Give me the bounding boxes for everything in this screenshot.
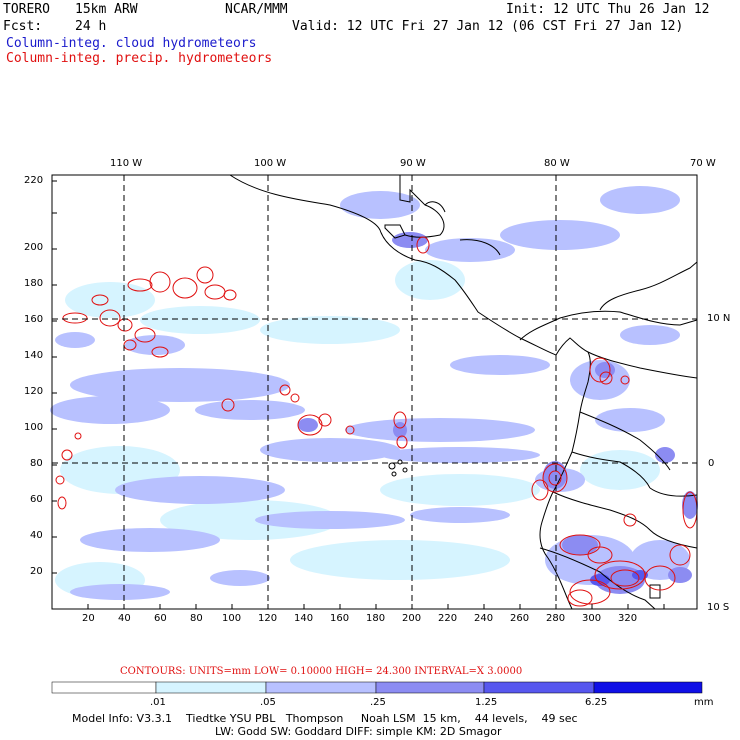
fcst-value: 24 h [75, 19, 107, 34]
y-tick: 120 [24, 386, 44, 397]
x-tick: 320 [618, 613, 638, 624]
x-tick: 180 [366, 613, 386, 624]
colorbar-bin-5 [593, 681, 703, 694]
contour-info: CONTOURS: UNITS=mm LOW= 0.10000 HIGH= 24… [120, 666, 523, 677]
x-tick: 260 [510, 613, 530, 624]
colorbar [51, 681, 703, 694]
model-resolution: 15km ARW [75, 2, 138, 17]
fcst-label: Fcst: [3, 19, 43, 34]
y-tick: 80 [30, 458, 43, 469]
x-tick: 100 [222, 613, 242, 624]
x-tick: 300 [582, 613, 602, 624]
lon-label: 80 W [544, 158, 570, 169]
y-tick: 160 [24, 314, 44, 325]
colorbar-label: .01 [150, 697, 166, 708]
model-name: TORERO [3, 2, 50, 17]
lat-label: 10 S [707, 602, 730, 613]
x-tick: 140 [294, 613, 314, 624]
init-time: Init: 12 UTC Thu 26 Jan 12 [506, 2, 710, 17]
colorbar-bin-4 [483, 681, 595, 694]
y-tick: 140 [24, 350, 44, 361]
colorbar-bin-1 [155, 681, 267, 694]
x-tick: 120 [258, 613, 278, 624]
coastline [229, 174, 698, 610]
x-tick: 160 [330, 613, 350, 624]
graticule [52, 175, 697, 609]
x-tick: 60 [154, 613, 167, 624]
plot-frame [51, 174, 698, 610]
y-tick: 200 [24, 242, 44, 253]
x-tick: 200 [402, 613, 422, 624]
precip-contours [55, 236, 698, 607]
lat-label: 0 [708, 458, 715, 469]
frame-ticks [52, 180, 665, 609]
colorbar-bin-3 [375, 681, 485, 694]
y-tick: 60 [30, 494, 43, 505]
x-tick: 280 [546, 613, 566, 624]
x-tick: 20 [82, 613, 95, 624]
y-tick: 100 [24, 422, 44, 433]
colorbar-unit: mm [694, 697, 714, 708]
lon-label: 110 W [110, 158, 143, 169]
y-tick: 220 [24, 175, 44, 186]
colorbar-bin-2 [265, 681, 377, 694]
y-tick: 40 [30, 530, 43, 541]
model-info-line-1: Model Info: V3.3.1 Tiedtke YSU PBL Thomp… [72, 712, 578, 725]
lat-label: 10 N [707, 313, 731, 324]
precip-legend-line: Column-integ. precip. hydrometeors [6, 51, 273, 66]
x-tick: 240 [474, 613, 494, 624]
lon-label: 70 W [690, 158, 716, 169]
cloud-field-mid [50, 186, 690, 600]
x-tick: 220 [438, 613, 458, 624]
valid-time: Valid: 12 UTC Fri 27 Jan 12 (06 CST Fri … [292, 19, 684, 34]
org-label: NCAR/MMM [225, 2, 288, 17]
colorbar-bin-0 [51, 681, 157, 694]
colorbar-label: .05 [260, 697, 276, 708]
y-tick: 180 [24, 278, 44, 289]
model-info-line-2: LW: Godd SW: Goddard DIFF: simple KM: 2D… [215, 725, 502, 738]
lon-label: 90 W [400, 158, 426, 169]
lon-label: 100 W [254, 158, 287, 169]
colorbar-label: 6.25 [585, 697, 608, 708]
colorbar-label: .25 [370, 697, 386, 708]
x-tick: 40 [118, 613, 131, 624]
y-tick: 20 [30, 566, 43, 577]
x-tick: 80 [190, 613, 203, 624]
colorbar-label: 1.25 [475, 697, 498, 708]
cloud-legend-line: Column-integ. cloud hydrometeors [6, 36, 257, 51]
